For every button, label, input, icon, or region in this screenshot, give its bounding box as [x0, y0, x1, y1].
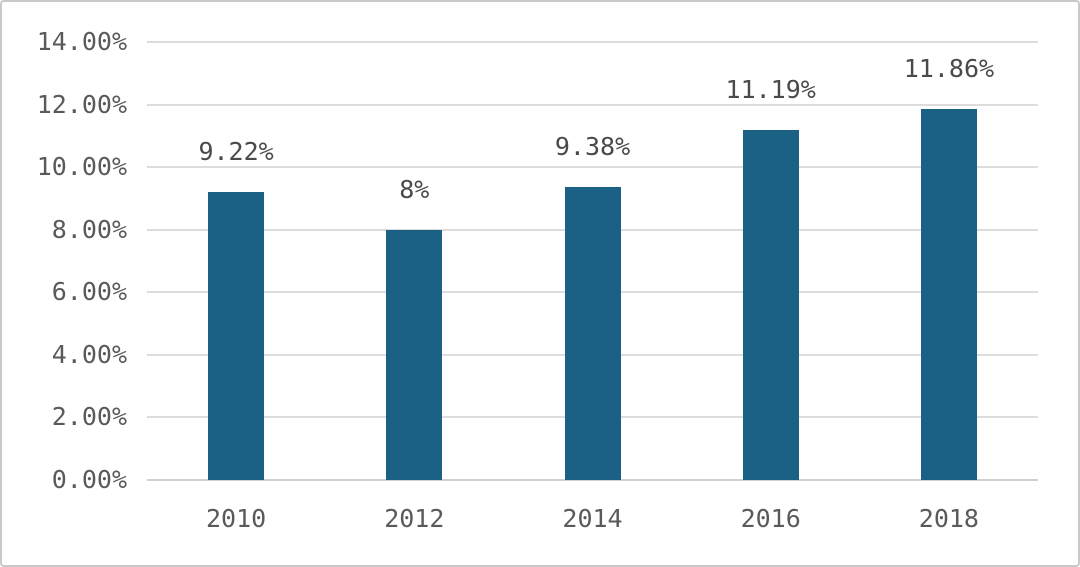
y-axis-tick-label: 4.00%: [51, 339, 127, 369]
bar: [564, 186, 621, 480]
bar: [920, 108, 977, 480]
y-axis-tick-label: 2.00%: [51, 402, 127, 432]
x-axis-tick-label: 2012: [384, 504, 445, 533]
bar: [386, 229, 443, 480]
bar-value-label: 11.86%: [903, 53, 995, 83]
y-axis-tick-label: 6.00%: [51, 277, 127, 307]
gridline: [147, 103, 1038, 106]
y-axis-tick-label: 12.00%: [36, 89, 127, 119]
y-axis-tick-label: 10.00%: [36, 152, 127, 182]
bar-value-label: 8%: [399, 174, 430, 204]
bar: [742, 129, 799, 480]
bar-value-label: 11.19%: [725, 74, 816, 104]
gridline: [147, 41, 1038, 43]
gridline: [147, 479, 1038, 481]
gridline: [147, 166, 1038, 169]
x-axis-tick-label: 2018: [918, 504, 979, 533]
y-axis-tick-label: 0.00%: [51, 465, 127, 494]
bar: [208, 191, 265, 480]
y-axis-tick-label: 8.00%: [51, 214, 127, 244]
bar-value-label: 9.22%: [198, 136, 274, 166]
x-axis-tick-label: 2014: [562, 504, 623, 533]
y-axis-tick-label: 14.00%: [36, 27, 127, 56]
bar-value-label: 9.38%: [554, 131, 631, 161]
x-axis-tick-label: 2010: [205, 504, 267, 533]
x-axis-tick-label: 2016: [740, 504, 801, 533]
